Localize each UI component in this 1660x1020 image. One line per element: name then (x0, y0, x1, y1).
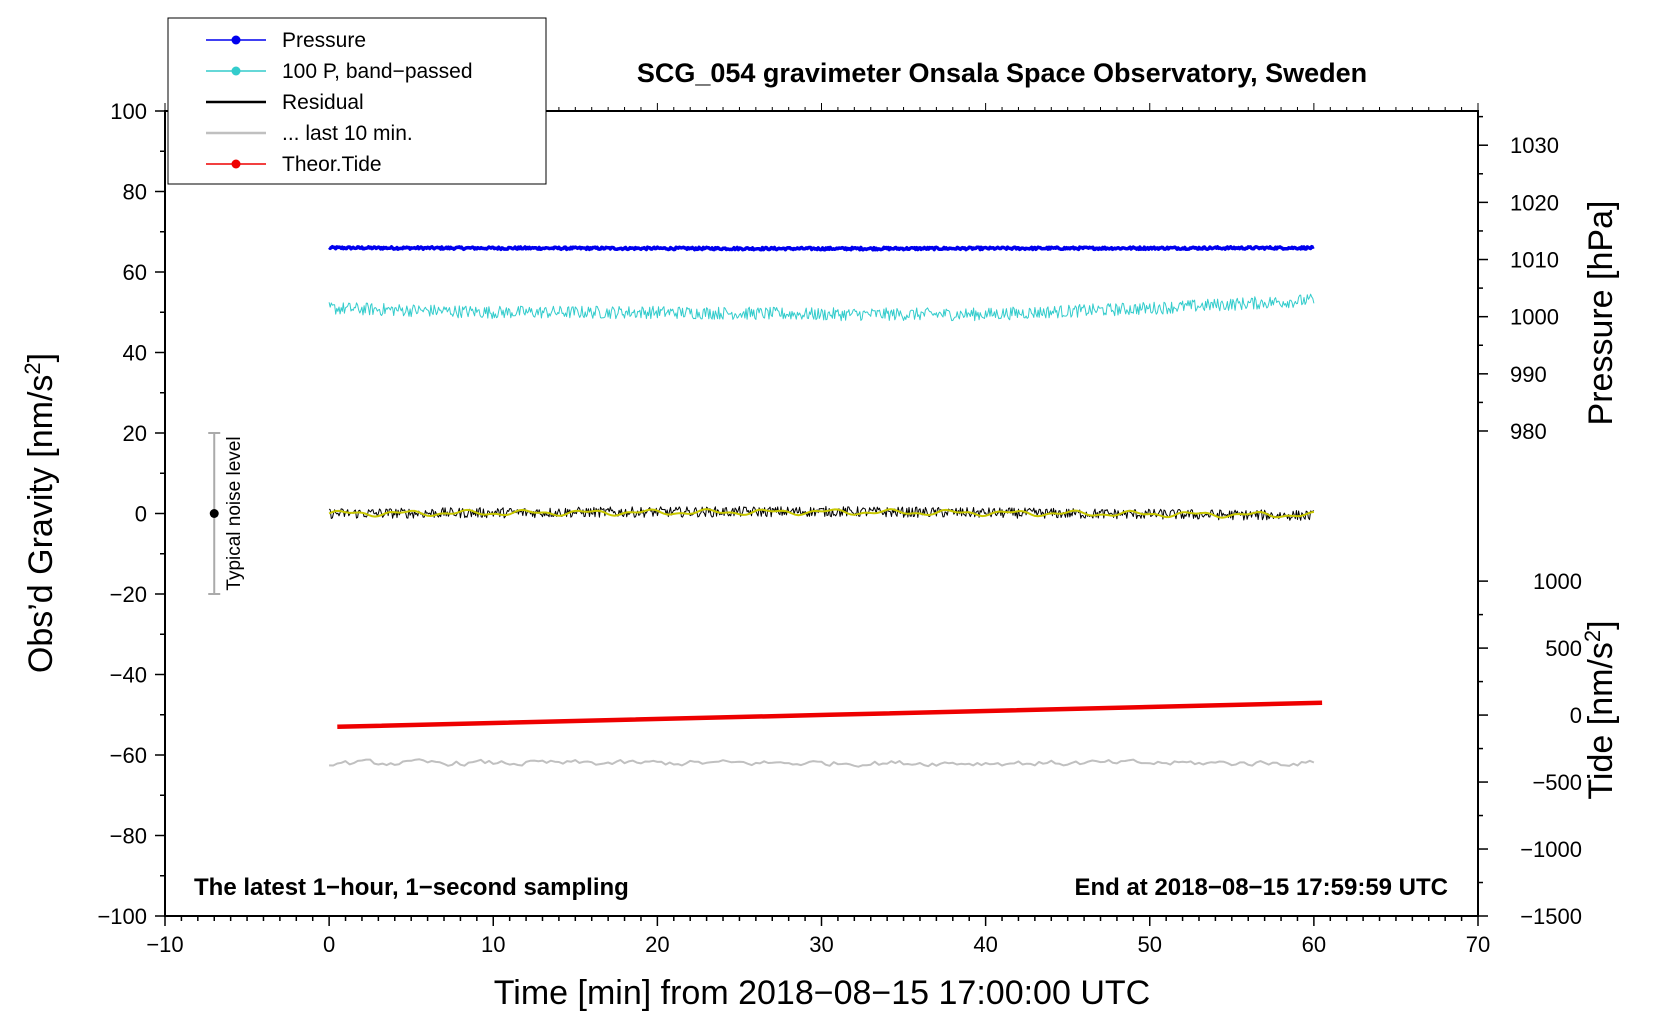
y-axis-title-gravity-superscript: 2 (20, 362, 45, 374)
y-axis-title-pressure: Pressure [hPa] (1582, 201, 1620, 426)
noise-level-label: Typical noise level (224, 436, 245, 590)
series-line-2 (328, 505, 1315, 521)
pressure-tick-label: 1010 (1510, 248, 1559, 273)
annotation-sampling: The latest 1−hour, 1−second sampling (194, 874, 629, 901)
series-line-4 (337, 700, 1323, 730)
x-tick-label: 10 (481, 932, 505, 957)
y-tick-label: 80 (123, 180, 147, 205)
y-axis-title-gravity-close: ] (22, 353, 60, 362)
series-line-1 (328, 293, 1315, 322)
pressure-tick-label: 990 (1510, 362, 1547, 387)
x-tick-label: −10 (146, 932, 183, 957)
tide-tick-label: −500 (1532, 770, 1582, 795)
x-axis: −10 0 10 20 30 40 50 60 70 (146, 103, 1490, 957)
x-tick-label: 40 (973, 932, 997, 957)
x-tick-label: 0 (323, 932, 335, 957)
y-tick-label: −60 (110, 743, 147, 768)
tide-tick-label: −1500 (1520, 904, 1582, 929)
pressure-tick-label: 1020 (1510, 190, 1559, 215)
legend-label: Pressure (282, 29, 366, 52)
legend-marker (231, 66, 241, 76)
legend-label: ... last 10 min. (282, 122, 413, 145)
x-tick-label: 70 (1466, 932, 1490, 957)
tide-tick-label: 500 (1545, 636, 1582, 661)
y-axis-title-tide-text: Tide [nm/s (1582, 642, 1620, 799)
y-tick-label: −40 (110, 663, 147, 688)
y-axis-title-gravity-text: Obs’d Gravity [nm/s (22, 375, 60, 674)
y-tick-label: 20 (123, 421, 147, 446)
series-line-0 (328, 244, 1315, 252)
x-tick-label: 20 (645, 932, 669, 957)
noise-level-indicator: Typical noise level (208, 432, 245, 595)
y-axis-title-gravity: Obs’d Gravity [nm/s2] (20, 353, 61, 673)
y-axis-gravity: −100 −80 −60 −40 −20 0 20 40 60 80 100 (97, 99, 165, 929)
x-tick-label: 60 (1302, 932, 1326, 957)
chart-title: SCG_054 gravimeter Onsala Space Observat… (637, 58, 1367, 88)
y-axis-pressure: 980 990 1000 1010 1020 1030 (1478, 115, 1559, 444)
y-tick-label: 0 (135, 502, 147, 527)
legend-label: Residual (282, 91, 364, 114)
legend-label: Theor.Tide (282, 153, 382, 176)
legend-label: 100 P, band−passed (282, 60, 473, 83)
y-tick-label: 60 (123, 260, 147, 285)
x-tick-label: 50 (1138, 932, 1162, 957)
y-axis-title-tide: Tide [nm/s2] (1580, 620, 1621, 799)
pressure-tick-label: 1030 (1510, 133, 1559, 158)
x-tick-label: 30 (809, 932, 833, 957)
annotation-end-time: End at 2018−08−15 17:59:59 UTC (1074, 874, 1448, 901)
pressure-tick-label: 980 (1510, 419, 1547, 444)
tide-tick-label: 0 (1570, 703, 1582, 728)
legend-marker (231, 35, 241, 45)
y-axis-title-tide-close: ] (1582, 620, 1620, 629)
tide-tick-label: 1000 (1533, 569, 1582, 594)
series-line-smoothed-residual (328, 508, 1315, 519)
y-tick-label: 40 (123, 341, 147, 366)
y-tick-label: −20 (110, 582, 147, 607)
plot-area (328, 244, 1323, 768)
y-axis-title-tide-superscript: 2 (1580, 630, 1605, 642)
y-tick-label: 100 (110, 99, 147, 124)
legend-marker (231, 159, 241, 169)
y-tick-label: −80 (110, 824, 147, 849)
legend: Pressure 100 P, band−passed Residual ... la… (167, 17, 547, 185)
y-tick-label: −100 (97, 904, 147, 929)
x-axis-title: Time [min] from 2018−08−15 17:00:00 UTC (494, 974, 1150, 1012)
noise-center-dot (209, 509, 219, 518)
series-line-3 (329, 758, 1315, 768)
pressure-tick-label: 1000 (1510, 305, 1559, 330)
y-axis-tide: −1500 −1000 −500 0 500 1000 (1478, 569, 1582, 929)
tide-tick-label: −1000 (1520, 837, 1582, 862)
